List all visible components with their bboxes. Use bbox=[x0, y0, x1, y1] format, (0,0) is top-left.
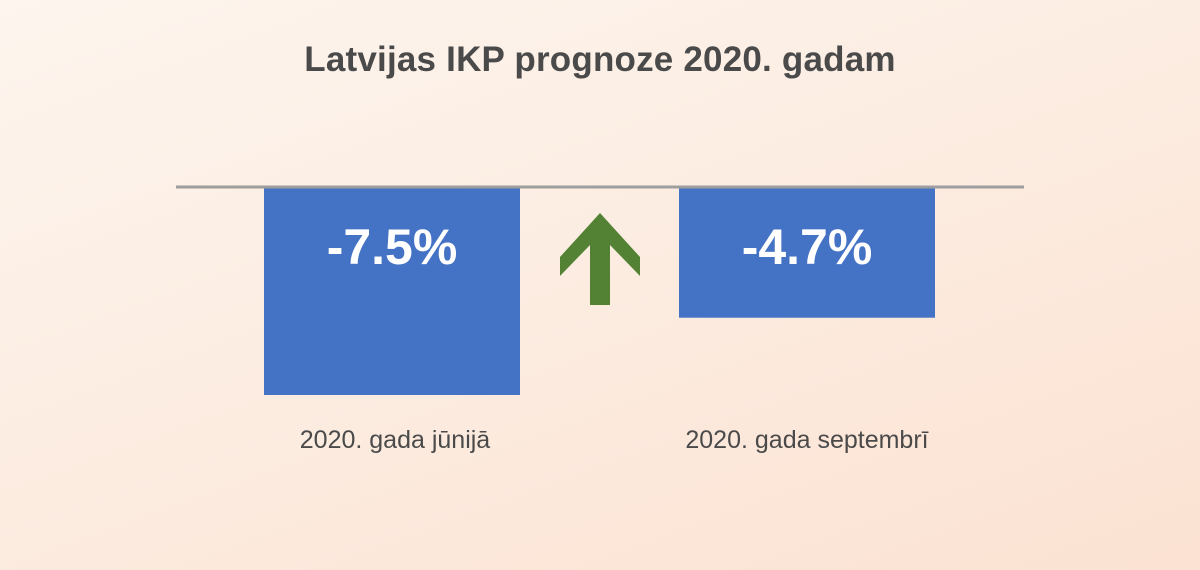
bar-value-label-2: -4.7% bbox=[742, 219, 873, 275]
chart-title: Latvijas IKP prognoze 2020. gadam bbox=[304, 40, 896, 79]
bar-1 bbox=[264, 188, 520, 395]
up-arrow-icon bbox=[560, 213, 640, 305]
bar-2 bbox=[679, 188, 935, 318]
bar-value-label-1: -7.5% bbox=[327, 219, 458, 275]
category-label-1: 2020. gada jūnijā bbox=[300, 426, 491, 454]
category-label-2: 2020. gada septembrī bbox=[685, 426, 928, 454]
